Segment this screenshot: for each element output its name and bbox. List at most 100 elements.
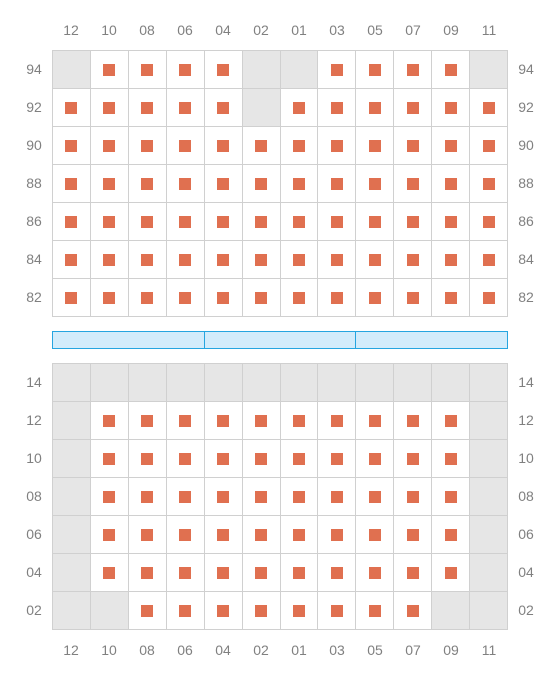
seat-cell[interactable]: [281, 592, 319, 630]
seat-cell[interactable]: [167, 592, 205, 630]
seat-cell[interactable]: [356, 89, 394, 127]
seat-cell[interactable]: [356, 478, 394, 516]
seat-cell[interactable]: [91, 165, 129, 203]
seat-cell[interactable]: [53, 279, 91, 317]
seat-cell[interactable]: [394, 127, 432, 165]
seat-cell[interactable]: [243, 516, 281, 554]
seat-cell[interactable]: [394, 203, 432, 241]
seat-cell[interactable]: [318, 402, 356, 440]
seat-cell[interactable]: [394, 402, 432, 440]
seat-cell[interactable]: [470, 89, 508, 127]
seat-cell[interactable]: [167, 241, 205, 279]
seat-cell[interactable]: [432, 89, 470, 127]
seat-cell[interactable]: [167, 554, 205, 592]
seat-cell[interactable]: [91, 478, 129, 516]
seat-cell[interactable]: [394, 241, 432, 279]
seat-cell[interactable]: [432, 127, 470, 165]
seat-cell[interactable]: [470, 127, 508, 165]
seat-cell[interactable]: [470, 279, 508, 317]
seat-cell[interactable]: [281, 440, 319, 478]
seat-cell[interactable]: [394, 592, 432, 630]
seat-cell[interactable]: [53, 241, 91, 279]
seat-cell[interactable]: [129, 516, 167, 554]
seat-cell[interactable]: [394, 51, 432, 89]
seat-cell[interactable]: [205, 127, 243, 165]
seat-cell[interactable]: [432, 478, 470, 516]
seat-cell[interactable]: [281, 89, 319, 127]
seat-cell[interactable]: [281, 279, 319, 317]
seat-cell[interactable]: [243, 440, 281, 478]
seat-cell[interactable]: [167, 89, 205, 127]
seat-cell[interactable]: [243, 592, 281, 630]
seat-cell[interactable]: [205, 241, 243, 279]
seat-cell[interactable]: [356, 203, 394, 241]
seat-cell[interactable]: [432, 51, 470, 89]
seat-cell[interactable]: [318, 89, 356, 127]
seat-cell[interactable]: [432, 554, 470, 592]
seat-cell[interactable]: [394, 89, 432, 127]
seat-cell[interactable]: [281, 165, 319, 203]
seat-cell[interactable]: [318, 279, 356, 317]
seat-cell[interactable]: [356, 402, 394, 440]
seat-cell[interactable]: [432, 440, 470, 478]
seat-cell[interactable]: [129, 89, 167, 127]
seat-cell[interactable]: [91, 440, 129, 478]
seat-cell[interactable]: [356, 279, 394, 317]
seat-cell[interactable]: [318, 478, 356, 516]
seat-cell[interactable]: [281, 516, 319, 554]
seat-cell[interactable]: [356, 127, 394, 165]
seat-cell[interactable]: [53, 203, 91, 241]
seat-cell[interactable]: [243, 554, 281, 592]
seat-cell[interactable]: [205, 203, 243, 241]
seat-cell[interactable]: [318, 203, 356, 241]
seat-cell[interactable]: [167, 203, 205, 241]
seat-cell[interactable]: [394, 516, 432, 554]
seat-cell[interactable]: [470, 203, 508, 241]
seat-cell[interactable]: [243, 165, 281, 203]
seat-cell[interactable]: [243, 402, 281, 440]
seat-cell[interactable]: [394, 440, 432, 478]
seat-cell[interactable]: [318, 440, 356, 478]
seat-cell[interactable]: [129, 241, 167, 279]
seat-cell[interactable]: [53, 89, 91, 127]
seat-cell[interactable]: [91, 516, 129, 554]
seat-cell[interactable]: [356, 165, 394, 203]
seat-cell[interactable]: [167, 279, 205, 317]
seat-cell[interactable]: [318, 51, 356, 89]
seat-cell[interactable]: [318, 516, 356, 554]
seat-cell[interactable]: [205, 89, 243, 127]
seat-cell[interactable]: [167, 165, 205, 203]
seat-cell[interactable]: [432, 516, 470, 554]
seat-cell[interactable]: [129, 279, 167, 317]
seat-cell[interactable]: [281, 478, 319, 516]
seat-cell[interactable]: [318, 241, 356, 279]
seat-cell[interactable]: [129, 127, 167, 165]
seat-cell[interactable]: [432, 165, 470, 203]
seat-cell[interactable]: [432, 241, 470, 279]
seat-cell[interactable]: [53, 165, 91, 203]
seat-cell[interactable]: [129, 554, 167, 592]
seat-cell[interactable]: [205, 279, 243, 317]
seat-cell[interactable]: [129, 440, 167, 478]
seat-cell[interactable]: [205, 478, 243, 516]
seat-cell[interactable]: [243, 279, 281, 317]
seat-cell[interactable]: [167, 440, 205, 478]
seat-cell[interactable]: [205, 402, 243, 440]
seat-cell[interactable]: [129, 592, 167, 630]
seat-cell[interactable]: [281, 203, 319, 241]
seat-cell[interactable]: [356, 241, 394, 279]
seat-cell[interactable]: [243, 241, 281, 279]
seat-cell[interactable]: [281, 402, 319, 440]
seat-cell[interactable]: [356, 51, 394, 89]
seat-cell[interactable]: [394, 165, 432, 203]
seat-cell[interactable]: [91, 279, 129, 317]
seat-cell[interactable]: [91, 51, 129, 89]
seat-cell[interactable]: [167, 127, 205, 165]
seat-cell[interactable]: [205, 554, 243, 592]
seat-cell[interactable]: [432, 402, 470, 440]
seat-cell[interactable]: [318, 127, 356, 165]
seat-cell[interactable]: [205, 592, 243, 630]
seat-cell[interactable]: [91, 89, 129, 127]
seat-cell[interactable]: [281, 554, 319, 592]
seat-cell[interactable]: [394, 279, 432, 317]
